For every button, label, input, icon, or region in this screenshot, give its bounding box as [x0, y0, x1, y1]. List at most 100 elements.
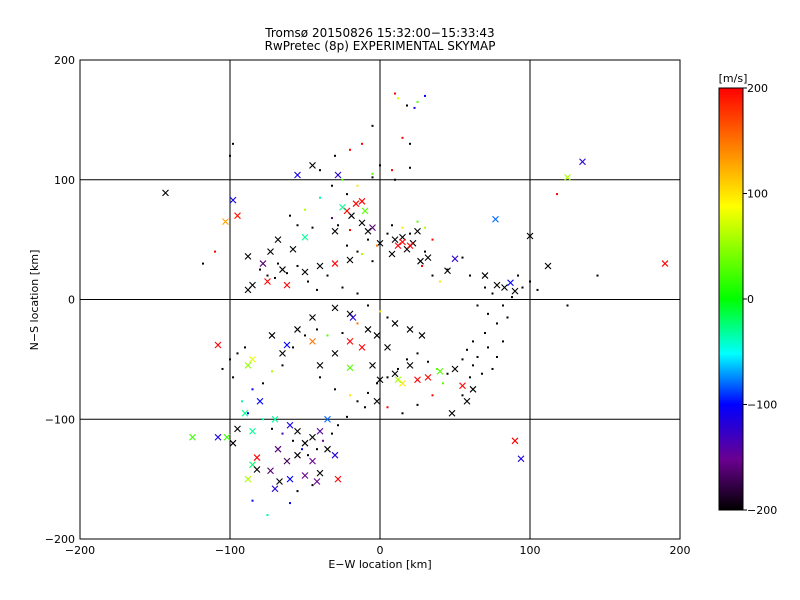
data-point-dot — [409, 232, 411, 235]
data-point-cross — [391, 370, 399, 378]
data-point-cross — [424, 254, 432, 261]
data-point-cross — [391, 320, 399, 327]
data-point-dot — [394, 92, 396, 95]
y-tick-label: 100 — [54, 174, 75, 187]
data-point-dot — [364, 406, 366, 409]
data-point-dot — [341, 286, 344, 289]
data-point-cross — [544, 262, 552, 270]
data-point-cross — [286, 475, 294, 483]
data-point-dot — [521, 286, 524, 289]
data-point-dot — [361, 142, 363, 145]
data-point-dot — [517, 274, 519, 277]
data-point-cross — [517, 455, 525, 463]
data-point-cross — [361, 207, 369, 215]
data-point-dot — [431, 274, 434, 277]
data-point-dot — [406, 358, 408, 361]
data-point-cross — [253, 454, 261, 461]
data-point-dot — [469, 274, 471, 277]
data-point-dot — [341, 178, 344, 181]
data-point-dot — [229, 154, 231, 157]
colorbar-tick-label: 100 — [747, 188, 768, 201]
data-point-dot — [371, 124, 374, 127]
data-point-cross — [234, 212, 241, 220]
data-point-cross — [283, 341, 291, 349]
data-point-dot — [292, 346, 294, 349]
data-point-cross — [249, 427, 256, 435]
data-point-dot — [274, 276, 276, 279]
data-point-dot — [307, 280, 309, 283]
data-point-cross — [564, 173, 571, 181]
data-point-cross — [274, 236, 282, 244]
data-point-cross — [249, 355, 256, 363]
data-point-cross — [283, 281, 291, 289]
data-point-cross — [309, 314, 316, 321]
data-point-dot — [326, 334, 329, 337]
data-point-dot — [461, 358, 464, 361]
chart-subtitle: RwPretec (8p) EXPERIMENTAL SKYMAP — [265, 39, 496, 53]
data-point-dot — [281, 432, 284, 435]
data-point-dot — [296, 490, 299, 493]
data-point-cross — [324, 445, 331, 453]
data-point-cross — [234, 425, 241, 433]
data-point-cross — [268, 332, 276, 339]
data-point-cross — [346, 338, 354, 345]
data-point-cross — [294, 451, 301, 459]
y-tick-label: −200 — [45, 533, 75, 546]
data-point-dot — [286, 272, 288, 275]
data-point-cross — [399, 379, 406, 387]
data-point-cross — [324, 415, 331, 423]
data-point-dot — [466, 348, 468, 351]
data-point-dot — [491, 292, 494, 295]
data-point-cross — [346, 364, 354, 372]
data-point-cross — [229, 439, 237, 447]
data-point-dot — [361, 252, 363, 255]
data-point-cross — [309, 338, 316, 345]
data-point-dot — [446, 268, 449, 271]
data-point-cross — [244, 361, 252, 369]
data-point-cross — [358, 197, 366, 205]
data-point-dot — [386, 376, 389, 379]
data-point-dot — [416, 403, 419, 406]
data-point-cross — [343, 207, 351, 215]
data-point-dot — [346, 193, 348, 196]
data-point-cross — [463, 397, 471, 405]
data-point-dot — [334, 388, 336, 391]
data-point-cross — [189, 433, 196, 441]
data-point-dot — [469, 376, 471, 379]
data-point-cross — [526, 232, 534, 240]
x-tick-label: 0 — [377, 544, 384, 557]
data-point-dot — [334, 154, 336, 157]
data-point-cross — [331, 260, 339, 267]
colorbar-tick-label: −200 — [747, 504, 777, 517]
data-point-dot — [304, 208, 306, 211]
data-point-dot — [371, 176, 374, 179]
data-point-dot — [502, 304, 504, 307]
data-point-dot — [271, 370, 273, 373]
data-point-dot — [496, 355, 498, 358]
y-axis-label: N−S location [km] — [28, 250, 41, 351]
data-point-cross — [376, 376, 384, 384]
data-point-dot — [371, 260, 374, 263]
data-point-cross — [294, 326, 301, 333]
data-point-cross — [334, 475, 342, 483]
x-tick-label: 100 — [520, 544, 541, 557]
data-point-cross — [373, 332, 381, 339]
data-point-dot — [251, 499, 254, 502]
data-point-dot — [401, 412, 404, 415]
data-point-dot — [247, 412, 249, 415]
data-point-cross — [294, 427, 301, 435]
data-point-cross — [253, 466, 261, 473]
data-point-cross — [507, 279, 514, 287]
data-point-cross — [214, 341, 222, 349]
data-point-dot — [316, 288, 318, 291]
data-point-cross — [162, 189, 169, 197]
data-point-cross — [331, 227, 339, 235]
data-point-dot — [424, 226, 426, 229]
data-point-dot — [379, 164, 381, 167]
data-point-dot — [391, 224, 393, 227]
data-point-dot — [349, 229, 351, 232]
data-point-dot — [304, 334, 306, 337]
data-point-cross — [316, 361, 324, 369]
data-point-cross — [364, 326, 372, 333]
data-point-dot — [446, 372, 449, 375]
